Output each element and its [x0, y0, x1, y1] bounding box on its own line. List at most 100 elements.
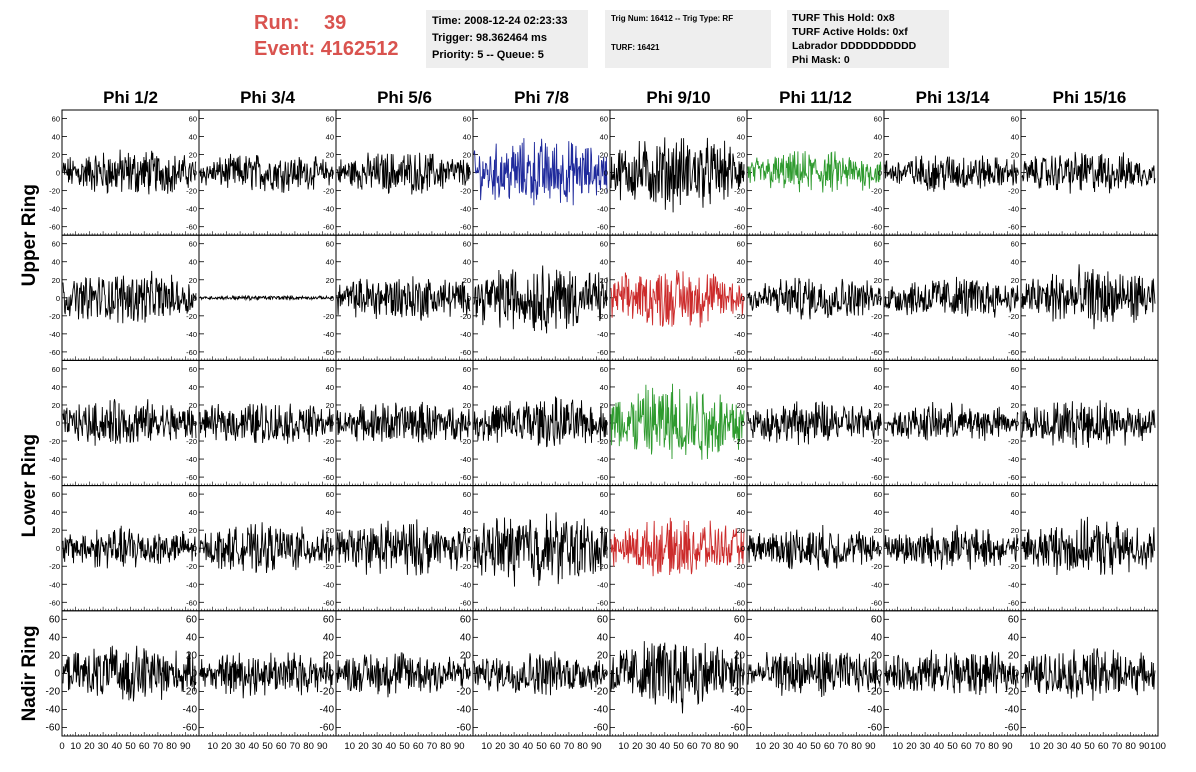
y-tick-label: 40	[323, 632, 335, 643]
y-tick-label: 40	[1011, 383, 1019, 392]
y-tick-label: -20	[1008, 312, 1019, 321]
waveform-trace	[62, 270, 197, 324]
column-title: Phi 13/14	[916, 88, 990, 107]
y-tick-label: -60	[1008, 348, 1019, 357]
waveform-trace	[884, 649, 1019, 696]
y-tick-label: 40	[600, 383, 608, 392]
y-tick-label: -60	[1008, 223, 1019, 232]
x-tick-label: 70	[564, 741, 575, 752]
y-tick-label: 40	[460, 632, 472, 643]
column-title: Phi 5/6	[377, 88, 432, 107]
x-tick-label: 100	[1150, 741, 1166, 752]
y-tick-label: 0	[878, 419, 882, 428]
x-tick-label: 60	[276, 741, 287, 752]
x-tick-label: 30	[1057, 741, 1068, 752]
y-tick-label: -40	[49, 455, 60, 464]
y-tick-label: -40	[186, 330, 197, 339]
y-tick-label: -40	[597, 330, 608, 339]
waveform-trace	[199, 153, 334, 193]
y-tick-label: -20	[320, 686, 335, 697]
column-title: Phi 11/12	[779, 88, 852, 107]
y-tick-label: 20	[737, 151, 745, 160]
x-tick-label: 70	[701, 741, 712, 752]
y-tick-label: 40	[52, 508, 60, 517]
y-tick-label: -20	[49, 562, 60, 571]
y-tick-label: -60	[186, 348, 197, 357]
y-tick-label: 60	[326, 490, 334, 499]
column-title: Phi 3/4	[240, 88, 295, 107]
y-tick-label: 60	[1008, 614, 1020, 625]
y-tick-label: 60	[600, 115, 608, 124]
x-tick-label: 50	[262, 741, 273, 752]
y-tick-label: -20	[186, 562, 197, 571]
y-tick-label: 20	[737, 401, 745, 410]
y-tick-label: -60	[49, 348, 60, 357]
y-tick-label: 40	[189, 383, 197, 392]
y-tick-label: 60	[737, 240, 745, 249]
y-tick-label: 20	[600, 401, 608, 410]
y-tick-label: 60	[1011, 115, 1019, 124]
y-tick-label: -20	[323, 437, 334, 446]
waveform-trace	[62, 645, 197, 702]
event-label: Event:	[254, 38, 316, 60]
y-tick-label: 40	[1011, 508, 1019, 517]
y-tick-label: -20	[734, 312, 745, 321]
y-tick-label: 60	[871, 614, 883, 625]
waveform-trace	[62, 525, 197, 569]
waveform-trace	[336, 276, 471, 321]
y-tick-label: 0	[56, 544, 60, 553]
waveform-trace	[1021, 648, 1156, 701]
y-tick-label: -60	[320, 722, 335, 733]
y-tick-label: -60	[597, 223, 608, 232]
y-tick-label: 60	[737, 115, 745, 124]
x-tick-label: 60	[550, 741, 561, 752]
y-tick-label: 40	[326, 508, 334, 517]
waveform-trace	[199, 522, 334, 574]
x-tick-label: 50	[810, 741, 821, 752]
x-tick-label: 70	[290, 741, 301, 752]
x-tick-label: 50	[1084, 741, 1095, 752]
x-tick-label: 30	[235, 741, 246, 752]
y-tick-label: 0	[330, 294, 334, 303]
y-tick-label: -40	[460, 580, 471, 589]
y-tick-label: -40	[597, 455, 608, 464]
y-tick-label: 60	[49, 614, 61, 625]
y-tick-label: -20	[186, 187, 197, 196]
x-tick-label: 80	[1125, 741, 1136, 752]
y-tick-label: 60	[597, 614, 609, 625]
x-tick-label: 30	[372, 741, 383, 752]
y-tick-label: -60	[868, 722, 883, 733]
y-tick-label: -60	[46, 722, 61, 733]
turf-this-hold-text: TURF This Hold: 0x8	[792, 12, 895, 24]
x-tick-label: 40	[523, 741, 534, 752]
y-tick-label: -20	[323, 187, 334, 196]
x-tick-label: 90	[180, 741, 191, 752]
y-tick-label: -20	[186, 312, 197, 321]
x-tick-label: 40	[660, 741, 671, 752]
x-tick-label: 90	[317, 741, 328, 752]
y-tick-label: -20	[460, 562, 471, 571]
waveform-trace	[747, 524, 882, 571]
y-tick-label: 20	[189, 401, 197, 410]
y-tick-label: 0	[467, 544, 471, 553]
y-tick-label: 20	[1008, 650, 1020, 661]
x-tick-label: 50	[399, 741, 410, 752]
y-tick-label: 20	[734, 650, 746, 661]
y-tick-label: 0	[191, 668, 197, 679]
x-tick-label: 60	[413, 741, 424, 752]
y-tick-label: -20	[323, 562, 334, 571]
y-tick-label: -60	[323, 223, 334, 232]
run-event-label: Run: 39 Event: 4162512	[254, 10, 399, 62]
y-tick-label: -60	[1008, 473, 1019, 482]
y-tick-label: 40	[874, 133, 882, 142]
phi-mask-text: Phi Mask: 0	[792, 54, 850, 66]
y-tick-label: 0	[876, 668, 882, 679]
x-tick-label: 70	[1112, 741, 1123, 752]
y-tick-label: -20	[597, 187, 608, 196]
y-tick-label: -40	[1005, 704, 1020, 715]
y-tick-label: 40	[600, 508, 608, 517]
y-tick-label: -40	[320, 704, 335, 715]
y-tick-label: -60	[597, 348, 608, 357]
x-tick-label: 20	[84, 741, 95, 752]
